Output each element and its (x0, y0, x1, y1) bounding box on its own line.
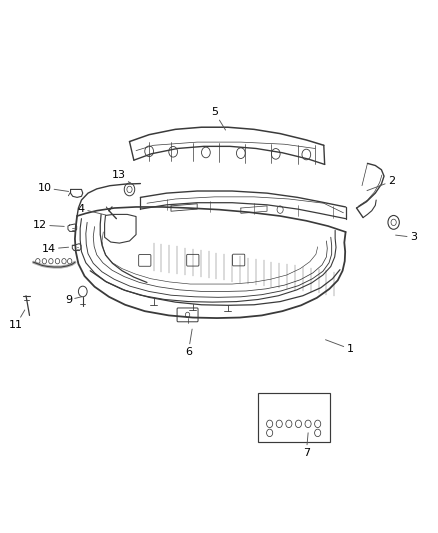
Text: 1: 1 (325, 340, 353, 354)
Text: 2: 2 (367, 176, 395, 191)
Text: 10: 10 (37, 183, 69, 193)
Bar (258, 393, 330, 442)
Text: 12: 12 (33, 220, 64, 230)
Text: 3: 3 (396, 232, 417, 243)
Text: 6: 6 (185, 329, 192, 357)
Text: 4: 4 (78, 204, 106, 215)
Text: 11: 11 (9, 310, 25, 330)
Text: 14: 14 (42, 244, 69, 254)
Text: 7: 7 (303, 433, 310, 457)
Text: 9: 9 (65, 295, 82, 305)
Text: 13: 13 (112, 170, 133, 184)
Text: 5: 5 (211, 107, 226, 130)
